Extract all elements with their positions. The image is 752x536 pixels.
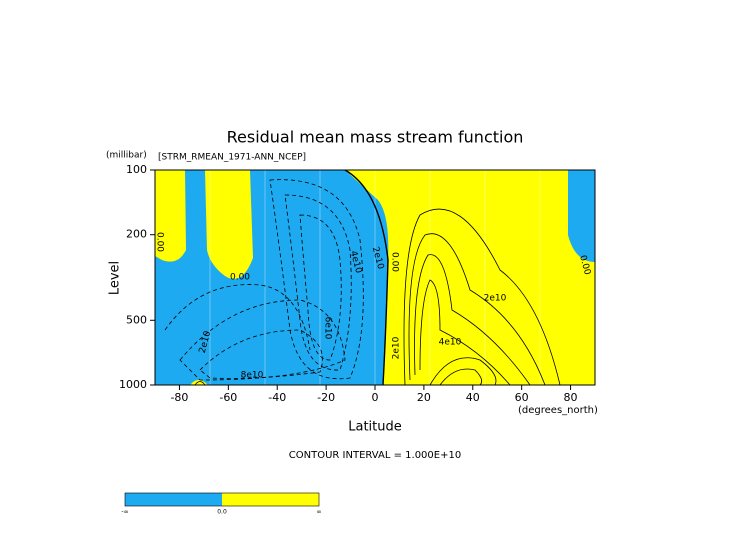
- positive-contour: [439, 368, 483, 386]
- x-tick-label: 40: [466, 391, 480, 404]
- positive-contour: [419, 279, 511, 386]
- y-tick-label: 100: [126, 163, 147, 176]
- colorbar-label: 0.0: [217, 509, 227, 516]
- positive-region: [155, 170, 186, 262]
- x-axis-label: Latitude: [348, 420, 402, 435]
- negative-contour: [179, 299, 346, 381]
- y-tick-label: 200: [126, 228, 147, 241]
- x-tick-label: -40: [268, 391, 286, 404]
- negative-contour: [199, 329, 323, 379]
- plot-area: [155, 169, 596, 386]
- positive-region: [205, 170, 253, 280]
- positive-contour: [194, 381, 206, 386]
- positive-contour: [429, 357, 497, 386]
- x-tick-label: -20: [317, 391, 335, 404]
- positive-region: [345, 170, 595, 385]
- y-axis-label: Level: [108, 261, 123, 295]
- x-tick-label: -60: [219, 391, 237, 404]
- contour-label: 0.00: [155, 232, 165, 252]
- positive-contour: [414, 254, 531, 386]
- x-tick-label: 80: [564, 391, 578, 404]
- y-units: (millibar): [106, 151, 147, 161]
- y-tick-label: 500: [126, 313, 147, 326]
- positive-contour: [403, 208, 561, 386]
- x-tick-label: 20: [417, 391, 431, 404]
- x-tick-label: 60: [515, 391, 529, 404]
- subtitle: [STRM_RMEAN_1971-ANN_NCEP]: [158, 153, 306, 163]
- negative-contour: [284, 194, 352, 371]
- zero-contour: [344, 169, 389, 386]
- x-units: (degrees_north): [518, 405, 598, 416]
- positive-contour: [408, 233, 546, 386]
- contour-label: 2e10: [484, 294, 507, 304]
- contour-label: 6e10: [323, 317, 333, 340]
- colorbar-positive: [222, 493, 319, 506]
- chart-title: Residual mean mass stream function: [227, 128, 524, 147]
- y-tick-label: 1000: [119, 378, 147, 391]
- colorbar-negative: [125, 493, 222, 506]
- contour-label: 0.00: [230, 273, 250, 283]
- colorbar-frame: [124, 492, 320, 507]
- x-tick-label: 0: [372, 391, 379, 404]
- contour-label: 8e10: [241, 371, 264, 381]
- contour-interval: CONTOUR INTERVAL = 1.000E+10: [289, 450, 461, 461]
- contour-label: 4e10: [439, 338, 462, 348]
- negative-contour: [269, 179, 364, 380]
- negative-contour: [299, 214, 342, 361]
- colorbar-label: -∞: [121, 509, 128, 516]
- x-tick-label: -80: [170, 391, 188, 404]
- contour-label: 0.00: [390, 252, 400, 272]
- contour-label: 2e10: [392, 336, 402, 359]
- colorbar: -∞ 0.0 ∞: [121, 492, 322, 516]
- colorbar-label: ∞: [317, 509, 322, 516]
